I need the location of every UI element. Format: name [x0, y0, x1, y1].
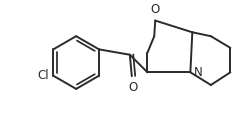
Text: N: N [194, 66, 203, 79]
Text: O: O [128, 81, 137, 94]
Text: Cl: Cl [38, 69, 49, 82]
Text: O: O [151, 3, 160, 16]
